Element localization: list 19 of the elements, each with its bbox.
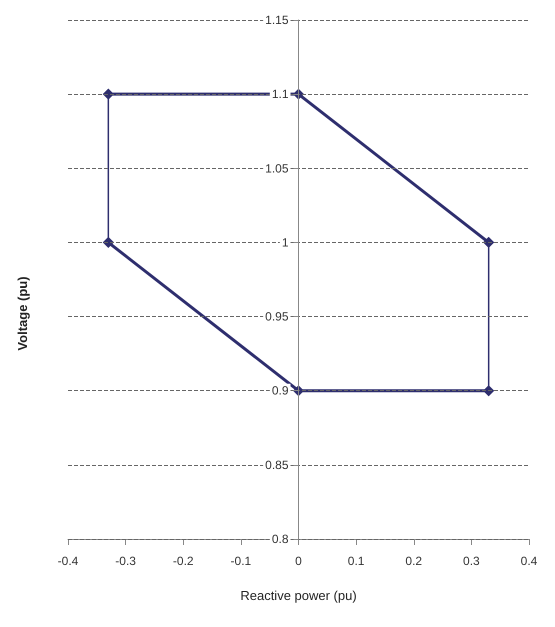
- y-tick-label: 0.85: [265, 458, 289, 472]
- x-tick-label: 0.3: [463, 554, 480, 568]
- x-tick-label: 0: [295, 554, 302, 568]
- y-tick-label: 0.8: [272, 532, 289, 546]
- y-tick-label: 0.95: [265, 310, 289, 324]
- y-tick-label: 1.15: [265, 13, 289, 27]
- y-tick-label: 1.1: [272, 87, 289, 102]
- y-tick-label: 0.9: [272, 384, 289, 398]
- x-axis-title: Reactive power (pu): [240, 588, 357, 603]
- x-tick-label: -0.2: [172, 554, 194, 568]
- x-tick-label: 0.1: [348, 554, 365, 568]
- x-tick-label: 0.4: [520, 554, 538, 568]
- x-tick-label: -0.4: [58, 554, 79, 568]
- y-tick-label: 1: [282, 235, 289, 250]
- y-tick-label: 1.05: [265, 161, 289, 176]
- x-tick-label: -0.3: [115, 554, 136, 568]
- x-tick-label: -0.1: [230, 554, 252, 568]
- x-tick-label: 0.2: [405, 554, 422, 568]
- y-axis-title: Voltage (pu): [15, 276, 30, 351]
